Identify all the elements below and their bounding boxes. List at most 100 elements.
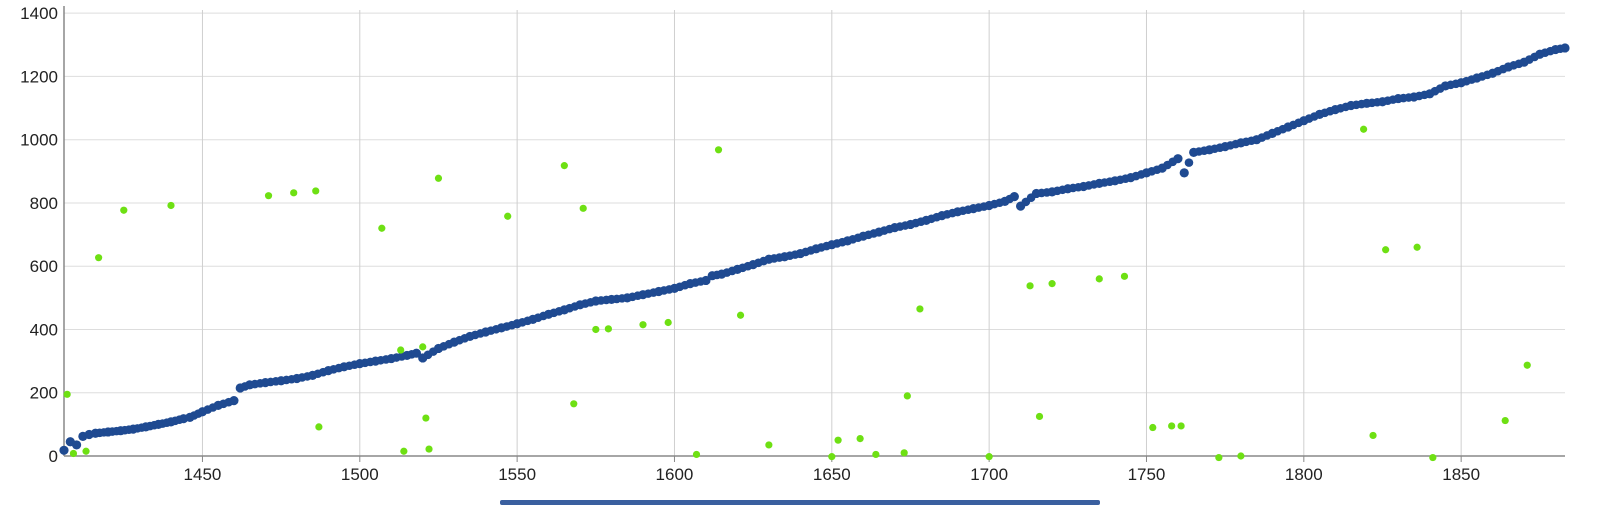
main-series-point	[213, 400, 223, 410]
main-series-point	[128, 424, 138, 434]
y-tick-label: 1400	[20, 4, 58, 23]
y-tick-label: 0	[49, 447, 58, 466]
outlier-point	[579, 204, 587, 212]
outlier-point	[419, 343, 427, 351]
outlier-point	[1369, 431, 1377, 440]
main-series-point	[1456, 78, 1466, 88]
main-series-point	[953, 207, 963, 217]
outlier-point	[69, 449, 78, 458]
main-series-point	[622, 293, 632, 303]
outlier-point	[425, 445, 433, 453]
main-series-point	[355, 359, 365, 369]
outlier-point	[903, 392, 911, 400]
outlier-point	[560, 162, 568, 170]
outlier-point	[916, 305, 924, 313]
main-series-point	[402, 350, 412, 361]
main-series-point	[559, 305, 569, 315]
outlier-point	[900, 449, 908, 457]
outlier-point	[290, 189, 298, 197]
outlier-point	[1523, 361, 1531, 369]
main-series-point	[370, 356, 381, 366]
main-series-point	[339, 362, 349, 372]
main-series-point	[1560, 43, 1570, 53]
main-series-point	[1110, 176, 1120, 186]
outlier-point	[639, 321, 647, 329]
main-series-point	[1362, 98, 1372, 108]
outlier-point	[872, 450, 880, 459]
outlier-point	[714, 146, 723, 154]
outlier-point	[1026, 282, 1034, 290]
outlier-point	[312, 187, 320, 195]
main-series-point	[1535, 49, 1545, 59]
main-series-point	[842, 236, 853, 246]
outlier-point	[1360, 125, 1368, 133]
outlier-point	[664, 318, 672, 327]
x-tick-label: 1750	[1128, 465, 1166, 484]
main-series-point	[1173, 154, 1183, 164]
outlier-point	[1237, 452, 1245, 460]
main-series-point	[1047, 187, 1057, 197]
outlier-point	[63, 390, 71, 398]
main-series-point	[543, 309, 554, 319]
x-tick-label: 1800	[1285, 465, 1323, 484]
main-series-point	[1031, 188, 1041, 199]
main-trend-dot	[1184, 158, 1194, 167]
main-series-point	[1425, 89, 1435, 99]
main-series-point	[780, 252, 790, 262]
main-series-point	[411, 348, 422, 358]
main-series-point	[1126, 173, 1136, 183]
main-series-point	[905, 219, 916, 230]
outlier-point	[1501, 416, 1509, 425]
main-series-point	[260, 378, 270, 388]
main-series-point	[235, 383, 245, 393]
main-series-point	[166, 417, 176, 427]
main-series-point	[465, 331, 475, 342]
main-series	[59, 43, 1570, 455]
main-series-point	[795, 248, 805, 259]
main-series-point	[1016, 201, 1026, 211]
main-series-point	[1267, 128, 1277, 138]
outlier-point	[1177, 422, 1185, 430]
main-series-point	[1377, 97, 1388, 107]
main-series-point	[921, 215, 931, 225]
outlier-point	[315, 423, 323, 431]
main-series-point	[1330, 105, 1340, 115]
main-series-point	[654, 286, 664, 297]
x-tick-label: 1600	[656, 465, 694, 484]
main-series-point	[276, 376, 286, 386]
main-series-point	[707, 271, 717, 281]
main-series-point	[717, 269, 727, 279]
main-series-point	[1179, 168, 1189, 178]
outlier-point	[1413, 243, 1421, 251]
main-series-point	[858, 231, 868, 241]
outlier-point	[1048, 280, 1056, 288]
horizontal-scrollbar[interactable]	[500, 500, 1100, 505]
main-series-point	[1220, 142, 1230, 152]
outlier-point	[400, 447, 408, 455]
main-series-point	[937, 211, 947, 221]
main-series-point	[1409, 92, 1419, 102]
main-series-point	[1488, 68, 1498, 78]
x-tick-label: 1850	[1442, 465, 1480, 484]
outlier-point	[504, 212, 512, 220]
main-series-point	[1283, 122, 1293, 132]
outlier-point	[856, 435, 864, 443]
y-tick-label: 200	[30, 384, 58, 403]
main-series-point	[307, 370, 318, 380]
outlier-point	[1149, 423, 1157, 432]
outlier-point	[95, 254, 103, 262]
main-series-point	[245, 380, 255, 390]
outlier-point	[82, 447, 90, 455]
main-series-point	[1000, 196, 1010, 206]
outlier-point	[692, 450, 701, 459]
axes	[63, 6, 1565, 462]
outlier-point	[592, 325, 600, 334]
outlier-point	[1120, 272, 1129, 280]
main-series-point	[748, 260, 758, 270]
main-series-point	[1141, 168, 1152, 178]
main-series-point	[1299, 116, 1309, 126]
main-series-point	[1204, 145, 1215, 155]
outlier-point	[570, 400, 578, 408]
outlier-point	[985, 453, 993, 461]
